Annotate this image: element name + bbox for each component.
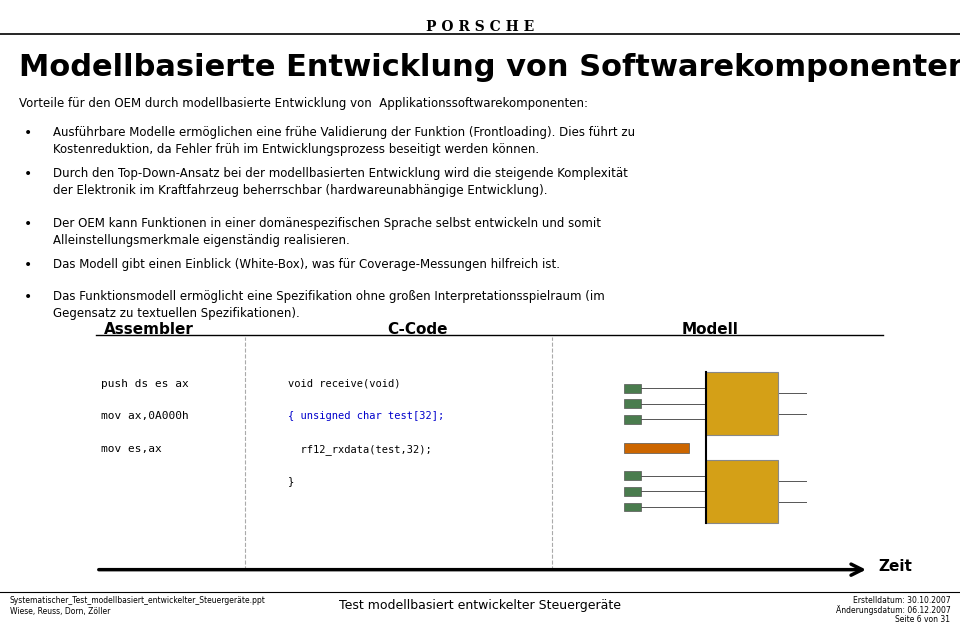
- Bar: [624, 415, 641, 424]
- Text: Ausführbare Modelle ermöglichen eine frühe Validierung der Funktion (Frontloadin: Ausführbare Modelle ermöglichen eine frü…: [53, 126, 635, 156]
- Text: Durch den Top-Down-Ansatz bei der modellbasierten Entwicklung wird die steigende: Durch den Top-Down-Ansatz bei der modell…: [53, 167, 628, 197]
- Text: }: }: [288, 476, 295, 486]
- Text: Das Funktionsmodell ermöglicht eine Spezifikation ohne großen Interpretationsspi: Das Funktionsmodell ermöglicht eine Spez…: [53, 290, 605, 320]
- Text: Erstelldatum: 30.10.2007: Erstelldatum: 30.10.2007: [852, 596, 950, 605]
- Text: •: •: [24, 290, 33, 304]
- Text: Modell: Modell: [682, 322, 739, 337]
- Text: void receive(void): void receive(void): [288, 379, 400, 389]
- Text: Vorteile für den OEM durch modellbasierte Entwicklung von  Applikationssoftwarek: Vorteile für den OEM durch modellbasiert…: [19, 97, 588, 110]
- Text: Assembler: Assembler: [104, 322, 194, 337]
- Text: Der OEM kann Funktionen in einer domänespezifischen Sprache selbst entwickeln un: Der OEM kann Funktionen in einer domänes…: [53, 217, 601, 247]
- Bar: [624, 503, 641, 511]
- Text: Das Modell gibt einen Einblick (White-Box), was für Coverage-Messungen hilfreich: Das Modell gibt einen Einblick (White-Bo…: [53, 258, 560, 271]
- Text: •: •: [24, 217, 33, 231]
- Text: Änderungsdatum: 06.12.2007: Änderungsdatum: 06.12.2007: [835, 605, 950, 615]
- Bar: [624, 443, 689, 453]
- Text: push ds es ax: push ds es ax: [101, 379, 188, 389]
- Bar: [706, 372, 778, 435]
- Text: Wiese, Reuss, Dorn, Zöller: Wiese, Reuss, Dorn, Zöller: [10, 607, 110, 616]
- Bar: [706, 460, 778, 523]
- Text: Modellbasierte Entwicklung von Softwarekomponenten: Modellbasierte Entwicklung von Softwarek…: [19, 53, 960, 82]
- Text: mov ax,0A000h: mov ax,0A000h: [101, 411, 188, 421]
- Bar: [624, 399, 641, 408]
- Text: P O R S C H E: P O R S C H E: [426, 20, 534, 34]
- Text: Systematischer_Test_modellbasiert_entwickelter_Steuergeräte.ppt: Systematischer_Test_modellbasiert_entwic…: [10, 596, 266, 605]
- Text: •: •: [24, 167, 33, 181]
- Text: Seite 6 von 31: Seite 6 von 31: [896, 615, 950, 623]
- Text: Test modellbasiert entwickelter Steuergeräte: Test modellbasiert entwickelter Steuerge…: [339, 600, 621, 612]
- Bar: [624, 384, 641, 393]
- Text: C-Code: C-Code: [387, 322, 448, 337]
- Text: rf12_rxdata(test,32);: rf12_rxdata(test,32);: [288, 444, 432, 454]
- Text: { unsigned char test[32];: { unsigned char test[32];: [288, 411, 444, 421]
- Text: •: •: [24, 126, 33, 140]
- Text: Zeit: Zeit: [878, 559, 912, 574]
- Text: •: •: [24, 258, 33, 272]
- Text: mov es,ax: mov es,ax: [101, 444, 161, 454]
- Bar: [624, 471, 641, 480]
- Bar: [624, 487, 641, 496]
